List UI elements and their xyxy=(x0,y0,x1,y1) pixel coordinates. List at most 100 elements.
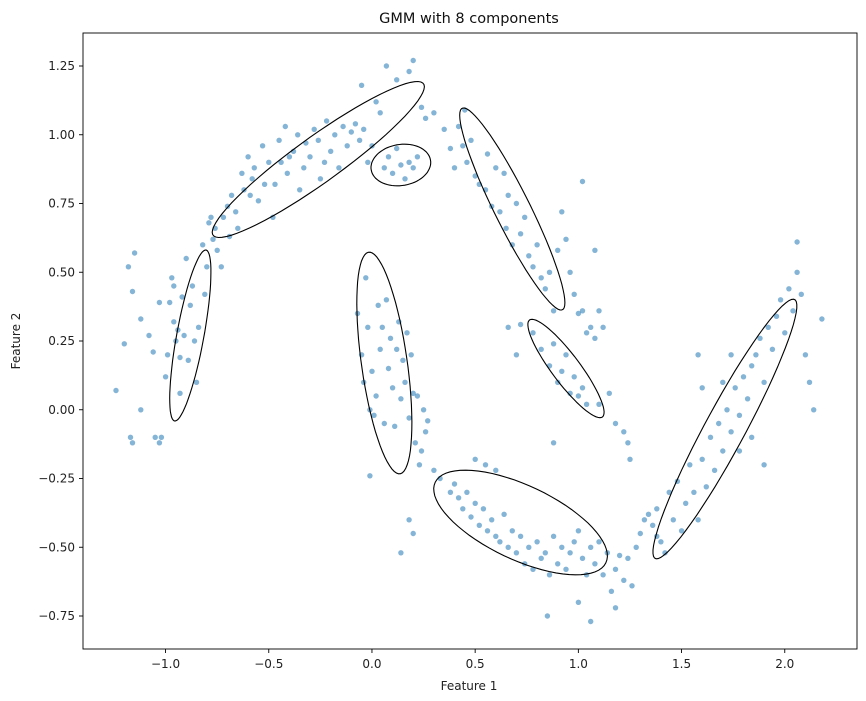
data-point xyxy=(464,489,470,495)
data-point xyxy=(493,467,499,473)
data-point xyxy=(538,275,544,281)
data-point xyxy=(371,412,377,418)
data-point xyxy=(592,247,598,253)
data-point xyxy=(387,335,394,341)
data-point xyxy=(348,129,354,135)
data-point xyxy=(550,341,557,347)
data-point xyxy=(534,242,540,248)
data-point xyxy=(503,225,509,231)
data-point xyxy=(356,137,363,143)
data-point xyxy=(596,401,602,407)
data-point xyxy=(369,143,375,149)
data-point xyxy=(509,528,515,534)
data-point xyxy=(224,203,231,209)
data-point xyxy=(819,316,825,322)
data-point xyxy=(375,302,381,308)
data-point xyxy=(526,253,532,259)
data-point xyxy=(678,528,685,534)
data-point xyxy=(315,137,321,143)
data-point xyxy=(323,118,330,124)
data-point xyxy=(687,462,693,468)
data-point xyxy=(187,302,193,308)
data-point xyxy=(455,495,462,501)
data-point xyxy=(204,264,210,270)
data-point xyxy=(625,555,631,561)
data-point xyxy=(455,123,462,130)
data-point xyxy=(179,294,185,300)
data-point xyxy=(266,159,272,165)
data-point xyxy=(447,145,454,152)
data-point xyxy=(493,165,499,171)
data-point xyxy=(757,335,763,341)
data-point xyxy=(749,363,755,369)
data-point xyxy=(369,368,375,374)
x-tick-label: −1.0 xyxy=(151,657,180,671)
data-point xyxy=(472,456,478,462)
data-point xyxy=(195,324,202,330)
data-point xyxy=(239,170,245,176)
data-point xyxy=(575,528,582,534)
data-point xyxy=(377,110,383,116)
data-point xyxy=(563,352,569,358)
data-point xyxy=(612,566,619,572)
data-point xyxy=(555,561,561,567)
data-point xyxy=(641,517,648,523)
data-point xyxy=(177,390,183,396)
data-point xyxy=(579,555,586,561)
data-point xyxy=(138,316,144,322)
data-point xyxy=(183,255,189,262)
data-point xyxy=(410,530,416,537)
data-point xyxy=(447,489,454,495)
data-point xyxy=(530,330,536,336)
data-point xyxy=(583,330,590,336)
data-point xyxy=(501,511,507,517)
data-point xyxy=(691,489,697,495)
data-point xyxy=(596,539,602,545)
y-tick-label: 1.00 xyxy=(48,128,75,142)
data-point xyxy=(332,132,338,138)
data-point xyxy=(249,176,255,182)
data-point xyxy=(328,148,334,154)
data-point xyxy=(563,566,569,572)
y-axis-label: Feature 2 xyxy=(9,313,23,370)
data-point xyxy=(414,393,421,399)
data-point xyxy=(769,346,776,352)
data-point xyxy=(406,159,412,165)
data-point xyxy=(402,176,408,182)
data-point xyxy=(468,137,474,143)
data-point xyxy=(282,123,288,130)
data-point xyxy=(790,308,796,314)
data-point xyxy=(761,379,767,385)
data-point xyxy=(513,550,520,556)
data-point xyxy=(394,346,400,352)
data-point xyxy=(666,489,672,495)
data-point xyxy=(410,165,416,171)
data-point xyxy=(272,181,278,187)
data-point xyxy=(567,269,573,275)
y-tick-label: 0.50 xyxy=(48,265,75,279)
data-point xyxy=(402,379,408,385)
data-point xyxy=(699,456,705,462)
data-point xyxy=(394,77,400,83)
data-point xyxy=(418,104,425,111)
data-point xyxy=(389,170,396,176)
data-point xyxy=(410,57,416,64)
data-point xyxy=(571,539,577,545)
data-point xyxy=(534,539,540,545)
data-point xyxy=(233,209,239,215)
y-tick-label: −0.75 xyxy=(38,609,75,623)
gmm-component-ellipse-6 xyxy=(356,251,413,475)
data-point xyxy=(286,154,293,160)
gmm-component-ellipse-1 xyxy=(169,249,212,422)
gmm-component-ellipse-8 xyxy=(652,298,798,560)
gmm-component-ellipse-5 xyxy=(527,318,605,419)
data-point xyxy=(588,324,594,330)
data-point xyxy=(113,387,119,394)
data-point xyxy=(131,250,138,256)
data-point xyxy=(695,517,701,523)
data-point xyxy=(156,440,163,446)
data-point xyxy=(501,170,507,176)
data-point xyxy=(794,239,800,245)
